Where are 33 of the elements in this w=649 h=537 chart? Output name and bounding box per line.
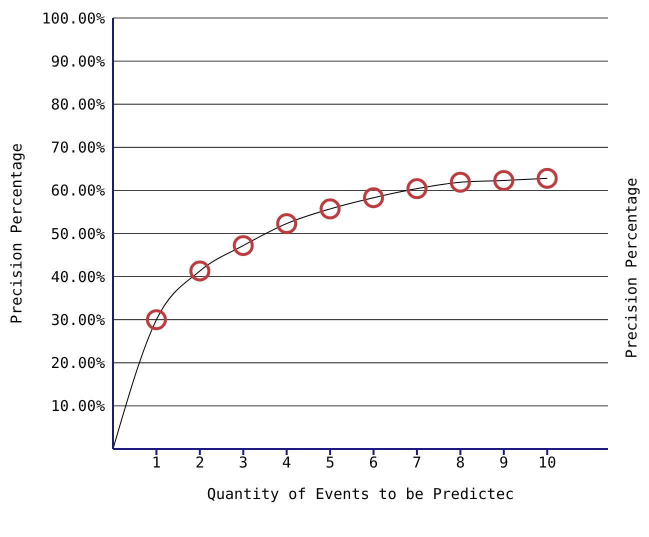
x-tick-label: 2 <box>195 454 204 472</box>
point <box>363 187 384 208</box>
y-axis-title: Precision Percentage <box>7 143 26 324</box>
x-tick-label: 3 <box>238 454 248 472</box>
y-tick-label: 60.00% <box>50 182 105 200</box>
x-tick-label: 6 <box>369 454 378 472</box>
x-tick-label: 9 <box>499 454 508 472</box>
y-tick-label: 70.00% <box>50 138 105 157</box>
y-tick-label: 30.00% <box>50 311 105 330</box>
y-tick-label: 80.00% <box>50 96 105 114</box>
point <box>493 170 514 191</box>
point <box>450 172 471 193</box>
x-tick-label: 4 <box>282 454 292 472</box>
x-axis-title: Quantity of Events to be Predictec <box>206 485 514 503</box>
x-tick-label: 10 <box>538 454 556 472</box>
y-tick-label: 100.00% <box>42 9 105 28</box>
point <box>189 260 210 282</box>
x-tick-label: 7 <box>412 454 422 472</box>
y-tick-label: 50.00% <box>50 224 105 243</box>
x-tick-label: 1 <box>152 454 161 472</box>
x-tick-label: 5 <box>326 454 335 472</box>
y2-axis-title: Precision Percentage <box>622 178 640 358</box>
y-tick-label: 40.00% <box>50 268 105 286</box>
point <box>406 178 428 200</box>
y-tick-label: 10.00% <box>50 397 105 416</box>
x-tick-label: 8 <box>456 454 465 472</box>
point <box>146 309 167 330</box>
point <box>276 213 298 234</box>
point <box>320 198 341 220</box>
point <box>536 168 558 189</box>
point <box>232 235 254 256</box>
y-tick-label: 90.00% <box>50 52 105 70</box>
y-tick-label: 20.00% <box>50 354 105 372</box>
